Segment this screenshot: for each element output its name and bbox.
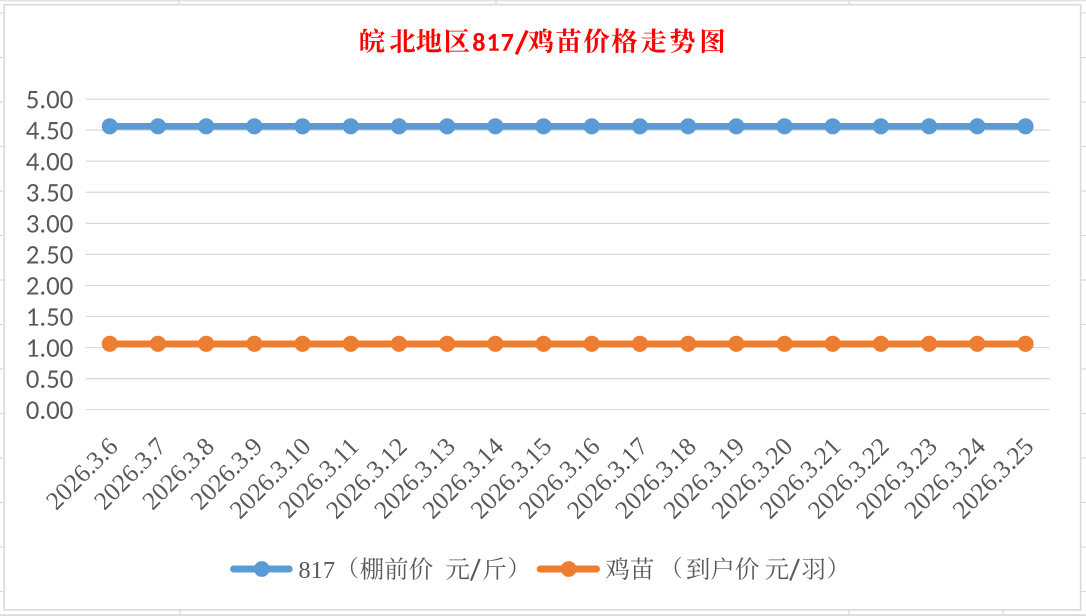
svg-text:817: 817 <box>298 557 335 584</box>
